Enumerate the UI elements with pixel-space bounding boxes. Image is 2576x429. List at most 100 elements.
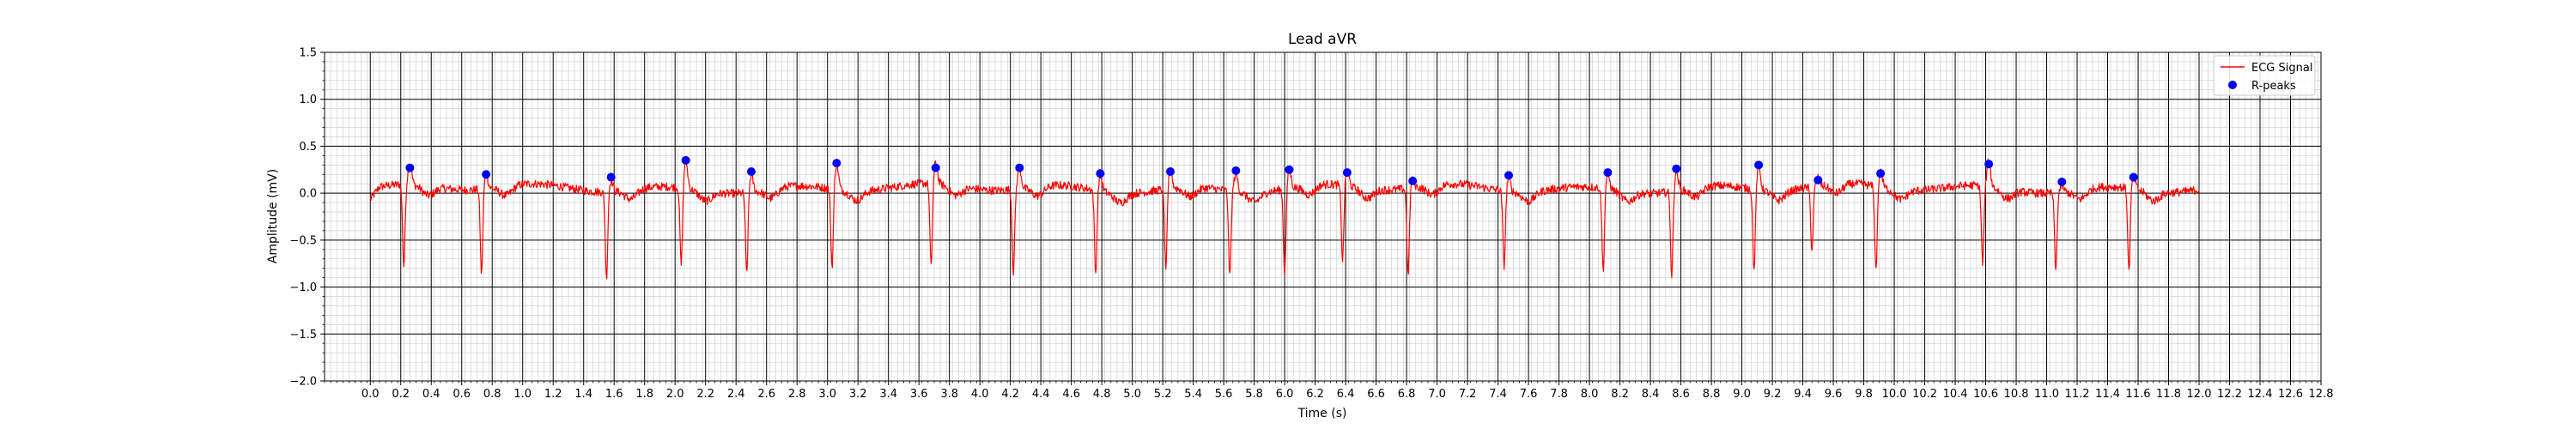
r-peak-marker	[1672, 164, 1681, 173]
x-tick-label: 1.6	[605, 388, 623, 401]
x-tick-label: 12.0	[2187, 388, 2212, 401]
y-tick-label: 0.5	[299, 141, 317, 154]
x-tick-label: 3.2	[849, 388, 867, 401]
ecg-signal-line	[369, 156, 2200, 280]
r-peak-marker	[1096, 169, 1105, 178]
x-tick-label: 6.2	[1306, 388, 1324, 401]
r-peak-marker	[746, 166, 756, 176]
legend-box	[2213, 55, 2316, 96]
x-tick-label: 3.6	[910, 388, 928, 401]
x-tick-label: 4.2	[1001, 388, 1019, 401]
x-tick-label: 11.6	[2126, 388, 2151, 401]
x-tick-label: 3.0	[818, 388, 836, 401]
x-tick-label: 8.6	[1672, 388, 1690, 401]
x-tick-label: 3.8	[940, 388, 958, 401]
x-tick-label: 11.4	[2095, 388, 2120, 401]
x-tick-label: 5.8	[1245, 388, 1263, 401]
minor-grid	[324, 51, 2321, 382]
r-peak-marker	[1504, 171, 1514, 180]
x-axis: 0.0 0.2 0.4 0.6 0.8 1.0 1.2 1.4 1.6 1.8 2.0 2.2 2.4 2…	[324, 381, 2334, 401]
x-tick-label: 11.0	[2034, 388, 2059, 401]
x-tick-label: 9.2	[1764, 388, 1782, 401]
r-peak-marker	[832, 159, 841, 168]
plot-background	[325, 52, 2321, 381]
legend-label-rpeaks: R-peaks	[2251, 80, 2296, 93]
y-tick-label: −1.5	[289, 329, 317, 341]
y-tick-label: 1.0	[299, 94, 317, 106]
legend-label-ecg: ECG Signal	[2251, 62, 2312, 75]
x-tick-label: 8.4	[1642, 388, 1660, 401]
x-tick-label: 5.2	[1154, 388, 1172, 401]
y-axis-label: Amplitude (mV)	[266, 169, 280, 263]
x-tick-label: 10.6	[1973, 388, 1998, 401]
y-tick-label: −2.0	[289, 376, 317, 389]
r-peak-marker	[1754, 160, 1764, 170]
x-tick-label: 5.0	[1123, 388, 1141, 401]
x-tick-label: 12.2	[2217, 388, 2242, 401]
x-tick-label: 2.2	[696, 388, 714, 401]
r-peak-marker	[931, 163, 940, 172]
x-tick-label: 6.0	[1276, 388, 1294, 401]
chart-title: Lead aVR	[1288, 31, 1357, 48]
x-tick-label: 2.4	[727, 388, 745, 401]
x-tick-label: 0.0	[361, 388, 380, 401]
x-tick-label: 10.8	[2004, 388, 2029, 401]
x-tick-label: 9.6	[1825, 388, 1843, 401]
r-peak-marker	[1876, 169, 1886, 178]
y-axis: −2.0 −1.5 −1.0 −0.5 0.0 0.5 1.0 1.5	[289, 47, 325, 389]
x-tick-label: 4.6	[1062, 388, 1080, 401]
x-tick-label: 4.8	[1093, 388, 1111, 401]
x-tick-label: 10.0	[1882, 388, 1907, 401]
x-tick-label: 0.4	[422, 388, 440, 401]
r-peak-marker	[1015, 163, 1024, 172]
r-peak-marker	[1984, 160, 1994, 169]
x-tick-label: 6.8	[1398, 388, 1416, 401]
x-tick-label: 6.4	[1337, 388, 1355, 401]
x-tick-label: 10.2	[1912, 388, 1937, 401]
x-tick-label: 2.8	[788, 388, 806, 401]
x-tick-label: 7.6	[1520, 388, 1538, 401]
x-tick-label: 7.0	[1428, 388, 1446, 401]
r-peak-marker	[1342, 168, 1352, 178]
x-tick-label: 3.4	[879, 388, 897, 401]
r-peak-marker	[1603, 168, 1613, 178]
r-peak-marker	[606, 172, 616, 182]
y-tick-label: 0.0	[299, 188, 317, 201]
x-tick-label: 0.8	[483, 388, 501, 401]
x-tick-label: 12.6	[2278, 388, 2303, 401]
x-tick-label: 0.2	[392, 388, 410, 401]
plot-frame	[324, 51, 2322, 382]
r-peak-marker	[1408, 176, 1418, 185]
x-tick-label: 4.4	[1032, 388, 1050, 401]
y-tick-label: −1.0	[289, 281, 317, 294]
r-peak-marker	[1166, 166, 1176, 176]
r-peak-marker	[2129, 172, 2138, 182]
x-tick-label: 7.2	[1459, 388, 1477, 401]
legend-marker-swatch	[2228, 81, 2237, 89]
r-peak-marker	[1285, 165, 1294, 174]
x-tick-label: 11.8	[2156, 388, 2181, 401]
x-tick-label: 1.0	[513, 388, 532, 401]
r-peak-marker	[405, 163, 415, 172]
r-peak-marker	[482, 170, 491, 179]
r-peaks-layer	[405, 155, 2138, 187]
r-peak-marker	[1814, 175, 1823, 184]
x-tick-label: 5.6	[1215, 388, 1233, 401]
r-peak-marker	[1231, 166, 1241, 175]
x-tick-label: 1.2	[544, 388, 562, 401]
x-tick-label: 8.8	[1703, 388, 1721, 401]
legend: ECG Signal R-peaks	[2213, 55, 2316, 96]
x-tick-label: 7.4	[1489, 388, 1507, 401]
y-tick-label: −0.5	[289, 234, 317, 247]
x-tick-label: 2.0	[666, 388, 684, 401]
x-tick-label: 8.2	[1611, 388, 1629, 401]
r-peak-marker	[681, 155, 690, 165]
x-tick-label: 9.8	[1855, 388, 1873, 401]
x-tick-label: 9.4	[1794, 388, 1812, 401]
x-tick-label: 1.4	[574, 388, 592, 401]
x-tick-label: 12.8	[2309, 388, 2334, 401]
ecg-signal-layer	[369, 156, 2200, 280]
x-tick-label: 7.8	[1550, 388, 1568, 401]
x-tick-label: 10.4	[1943, 388, 1968, 401]
x-tick-label: 8.0	[1581, 388, 1599, 401]
